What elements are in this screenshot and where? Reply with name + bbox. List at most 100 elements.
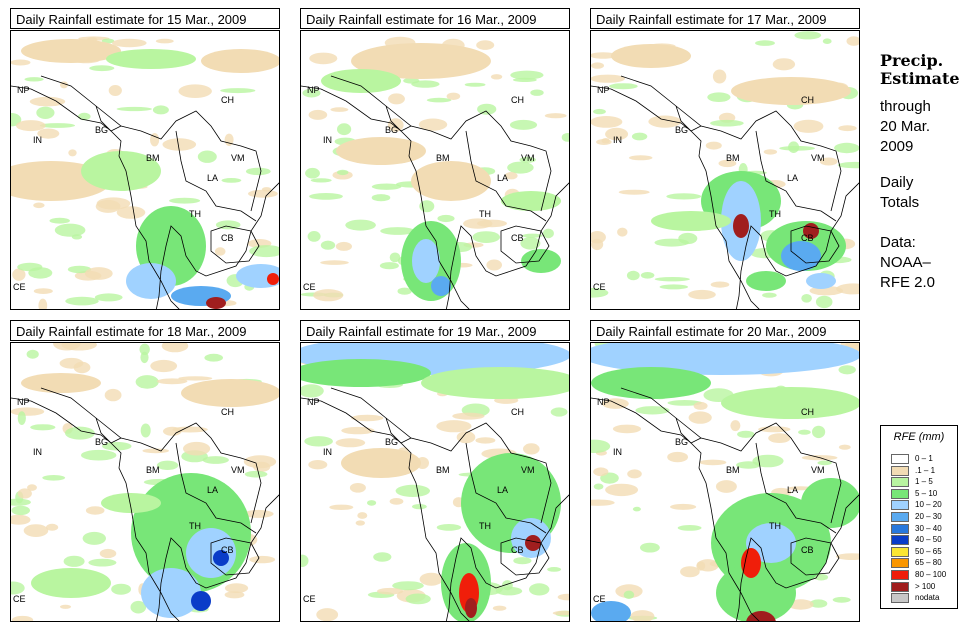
- rain-speckle: [710, 281, 730, 288]
- rain-speckle: [507, 161, 534, 174]
- rain-speckle: [475, 437, 496, 444]
- country-label: CE: [593, 282, 606, 292]
- rain-speckle: [550, 407, 568, 417]
- rain-speckle: [519, 156, 536, 163]
- panel-title: Daily Rainfall estimate for 18 Mar., 200…: [10, 320, 280, 341]
- rain-cell: [733, 214, 749, 238]
- rain-speckle: [17, 488, 32, 499]
- rain-speckle: [24, 77, 44, 82]
- country-label: CB: [221, 233, 234, 243]
- rain-speckle: [495, 586, 523, 596]
- rain-speckle: [111, 583, 131, 595]
- rain-speckle: [654, 238, 689, 247]
- rain-speckle: [522, 233, 543, 238]
- legend-label: 30 – 40: [915, 523, 942, 533]
- rain-speckle: [349, 483, 366, 493]
- country-label: BM: [726, 465, 740, 475]
- rain-speckle: [628, 155, 653, 161]
- panel-title: Daily Rainfall estimate for 16 Mar., 200…: [300, 8, 570, 29]
- rain-speckle: [677, 525, 702, 531]
- rain-speckle: [426, 97, 452, 103]
- date-line-2: 2009: [880, 138, 914, 155]
- rain-speckle: [108, 85, 122, 96]
- rain-speckle: [155, 38, 174, 44]
- rain-speckle: [221, 178, 242, 183]
- rain-speckle: [78, 112, 91, 121]
- rain-cell: [746, 271, 786, 291]
- country-label: TH: [479, 521, 491, 531]
- rain-speckle: [28, 267, 53, 279]
- rain-speckle: [341, 426, 375, 435]
- rain-speckle: [27, 484, 37, 491]
- map-panel: Daily Rainfall estimate for 20 Mar., 200…: [590, 320, 860, 622]
- rain-speckle: [102, 441, 132, 451]
- rainfall-field: [301, 36, 569, 309]
- country-borders: [620, 75, 842, 264]
- rain-speckle: [377, 587, 404, 595]
- country-label: VM: [811, 465, 825, 475]
- map-panel: Daily Rainfall estimate for 19 Mar., 200…: [300, 320, 570, 622]
- rain-speckle: [308, 109, 328, 120]
- rain-speckle: [832, 596, 851, 603]
- rain-speckle: [605, 483, 639, 497]
- country-label: BG: [95, 437, 109, 447]
- country-label: CE: [303, 594, 316, 604]
- coastline: [301, 397, 569, 621]
- country-label: CH: [221, 95, 234, 105]
- sidebar-title: Precip. Estimate: [880, 52, 960, 88]
- country-label: BM: [726, 153, 740, 163]
- rain-speckle: [492, 605, 507, 611]
- rain-speckle: [699, 459, 727, 466]
- rain-speckle: [542, 228, 554, 239]
- rain-speckle: [593, 483, 604, 490]
- rain-cell: [126, 263, 176, 299]
- rainfall-map: NP CH IN BG BM VM LA TH CB CE: [590, 30, 860, 310]
- rain-speckle: [29, 96, 66, 107]
- rain-speckle: [304, 436, 333, 447]
- panel-title: Daily Rainfall estimate for 15 Mar., 200…: [10, 8, 280, 29]
- rain-speckle: [11, 407, 45, 416]
- rain-speckle: [351, 414, 384, 422]
- rain-speckle: [140, 423, 151, 438]
- coastline: [591, 397, 859, 621]
- rain-cell: [106, 49, 196, 69]
- rain-speckle: [648, 115, 682, 128]
- rain-speckle: [846, 36, 859, 46]
- panel-title: Daily Rainfall estimate for 20 Mar., 200…: [590, 320, 860, 341]
- rain-speckle: [490, 74, 503, 80]
- rain-speckle: [762, 292, 777, 298]
- rain-speckle: [730, 420, 741, 432]
- rain-speckle: [305, 167, 320, 179]
- rain-speckle: [436, 420, 472, 433]
- map-panel: Daily Rainfall estimate for 15 Mar., 200…: [10, 8, 280, 310]
- country-label: IN: [323, 135, 332, 145]
- rain-speckle: [755, 40, 775, 46]
- rain-speckle: [224, 583, 249, 593]
- rain-speckle: [392, 581, 424, 591]
- rain-speckle: [197, 150, 217, 163]
- rain-cell: [81, 151, 161, 191]
- country-label: BM: [436, 465, 450, 475]
- country-label: CE: [13, 282, 26, 292]
- legend-title: RFE (mm): [893, 431, 945, 443]
- rain-speckle: [718, 159, 737, 168]
- rain-speckle: [139, 343, 150, 355]
- rain-speckle: [116, 106, 152, 112]
- rain-cell: [421, 367, 569, 399]
- rain-cell: [521, 249, 561, 273]
- rain-cell: [465, 598, 477, 618]
- rain-speckle: [329, 504, 354, 510]
- country-borders: [40, 75, 262, 264]
- rain-speckle: [509, 119, 538, 130]
- rain-speckle: [54, 223, 86, 237]
- country-label: TH: [769, 209, 781, 219]
- rainfall-field: [591, 343, 859, 621]
- rain-speckle: [419, 572, 443, 586]
- rain-cell: [501, 191, 561, 211]
- rain-speckle: [838, 125, 857, 132]
- rain-speckle: [667, 451, 688, 463]
- rain-speckle: [59, 604, 72, 609]
- rain-speckle: [302, 88, 321, 98]
- rain-speckle: [504, 172, 518, 180]
- rain-speckle: [371, 194, 391, 202]
